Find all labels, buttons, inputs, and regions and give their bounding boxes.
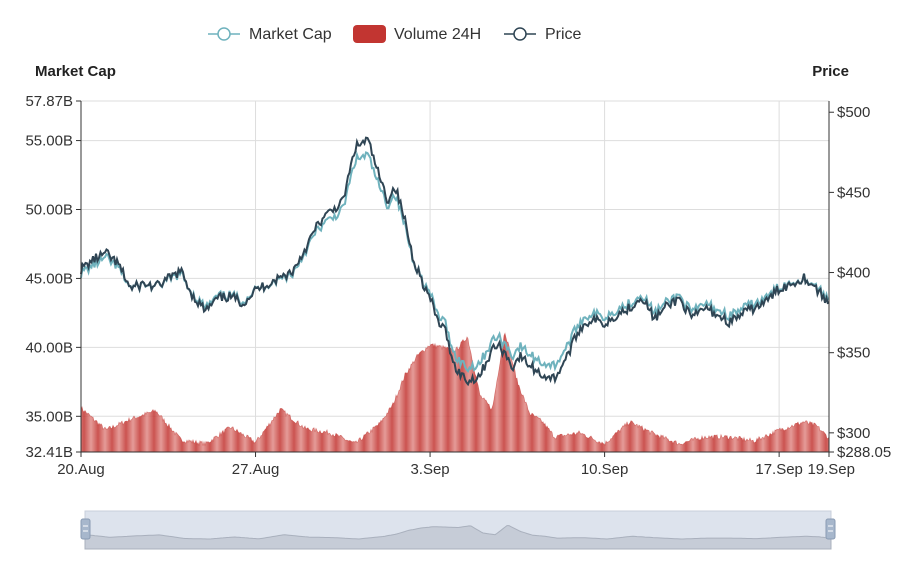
x-tick-label: 10.Sep [581,461,629,478]
left-axis-title: Market Cap [35,63,116,80]
legend-item-price[interactable]: Price [504,26,582,43]
left-tick-label: 55.00B [25,133,73,150]
navigator-right-handle[interactable] [825,518,836,540]
right-tick-label: $300 [837,425,870,442]
grid [81,100,829,452]
market-cap-line [80,150,829,373]
x-tick-label: 17.Sep [755,461,803,478]
legend-item-market-cap[interactable]: Market Cap [208,26,332,43]
left-tick-label: 40.00B [25,339,73,356]
legend: Market Cap Volume 24H Price [208,25,582,43]
data-zoom-navigator[interactable] [80,510,836,550]
volume-series [80,332,830,453]
legend-price-icon [513,27,527,41]
price-series [80,136,829,387]
left-tick-label: 35.00B [25,408,73,425]
left-tick-label: 32.41B [25,444,73,461]
legend-item-volume[interactable]: Volume 24H [353,25,481,43]
x-tick-label: 3.Sep [410,461,449,478]
navigator-area [84,525,832,550]
left-tick-label: 50.00B [25,201,73,218]
legend-label-price: Price [545,26,582,43]
x-tick-label: 19.Sep [807,461,855,478]
right-tick-label: $288.05 [837,444,891,461]
right-axis-ticks: $500 $450 $400 $350 $300 $288.05 [829,104,891,461]
x-tick-label: 20.Aug [57,461,105,478]
left-tick-label: 45.00B [25,270,73,287]
x-axis-ticks: 20.Aug 27.Aug 3.Sep 10.Sep 17.Sep 19.Sep [57,452,855,478]
axes [80,101,830,453]
price-line [80,136,829,387]
legend-label-market-cap: Market Cap [249,26,332,43]
right-axis-title: Price [812,63,849,80]
x-tick-label: 27.Aug [232,461,280,478]
right-tick-label: $350 [837,345,870,362]
left-tick-label: 57.87B [25,93,73,110]
legend-label-volume: Volume 24H [394,26,481,43]
volume-area [80,332,830,453]
legend-market-cap-icon [217,27,231,41]
right-tick-label: $400 [837,265,870,282]
right-tick-label: $500 [837,104,870,121]
right-tick-label: $450 [837,184,870,201]
market-cap-series [80,150,829,373]
navigator-left-handle[interactable] [80,518,91,540]
legend-volume-icon [353,25,386,43]
left-axis-ticks: 57.87B 55.00B 50.00B 45.00B 40.00B 35.00B 32.4… [25,93,81,461]
